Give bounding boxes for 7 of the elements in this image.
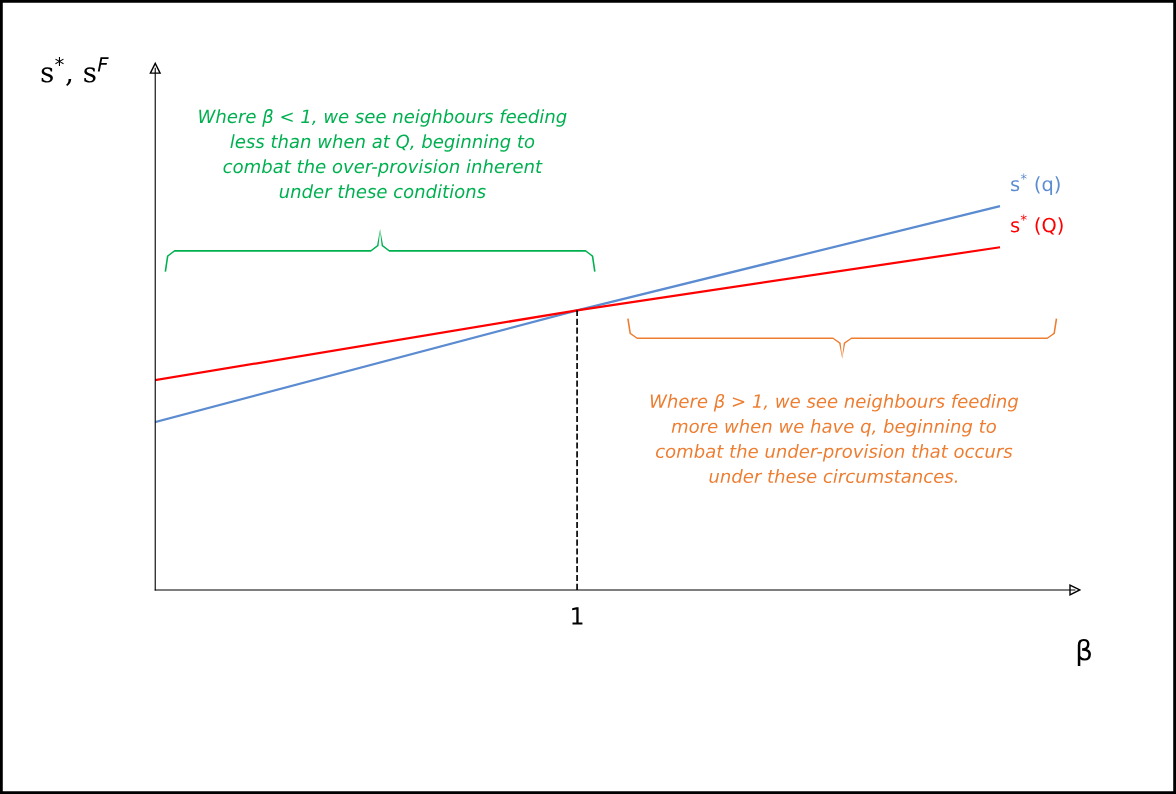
series-label: s$^{*}$ (q)	[1011, 173, 1060, 196]
text: 1	[572, 607, 583, 625]
series-label: s$^{*}$ (Q)	[1011, 214, 1063, 235]
annotation: Where β > 1, we see neighbours feeding more when we have q, beginning to combat the under-provision that occurs under these circumstances.	[650, 393, 1019, 484]
x-axis-title: β	[1077, 639, 1091, 667]
text: Where β < 1, we see neighbours feeding less than when at Q, beginning to combat the over-provision inherent under these conditions	[199, 109, 567, 199]
y-axis-title: s$^{*}$, s$^{F}$	[41, 57, 109, 86]
